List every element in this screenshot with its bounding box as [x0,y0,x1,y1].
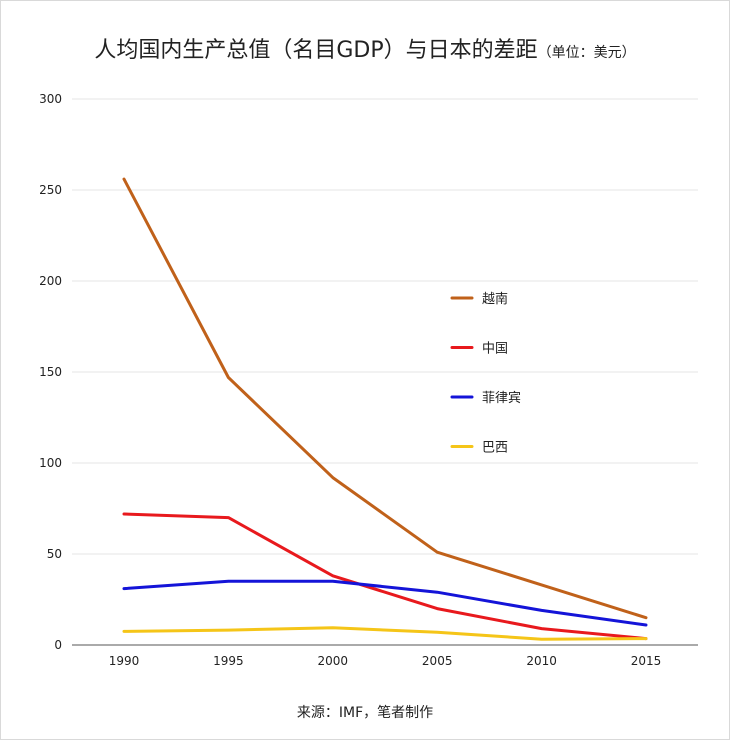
y-tick-label: 0 [54,638,62,652]
series-line-2 [122,512,648,641]
chart-subtitle: （单位：美元） [537,45,636,61]
y-tick-label: 200 [39,274,62,288]
y-tick-label: 100 [39,456,62,470]
x-tick-label: 2015 [631,654,662,668]
y-tick-label: 300 [39,92,62,106]
series-line-4 [122,626,648,641]
x-tick-label: 2010 [526,654,557,668]
source-note: 来源：IMF，笔者制作 [296,705,434,721]
chart-title-block: 人均国内生产总值（名目GDP）与日本的差距（单位：美元） [0,32,730,64]
x-tick-label: 2000 [318,654,349,668]
x-tick-label: 1990 [109,654,140,668]
legend-label: 巴西 [482,441,508,456]
x-tick-label: 1995 [213,654,244,668]
legend-label: 菲律宾 [482,390,521,406]
y-tick-label: 250 [39,183,62,197]
y-tick-label: 150 [39,365,62,379]
series-line-1 [122,177,648,620]
x-tick-label: 2005 [422,654,453,668]
chart-title: 人均国内生产总值（名目GDP）与日本的差距 [94,38,538,63]
legend-label: 越南 [482,291,508,307]
series-line-3 [122,579,648,627]
legend-label: 中国 [482,342,508,357]
y-tick-label: 50 [47,547,62,561]
